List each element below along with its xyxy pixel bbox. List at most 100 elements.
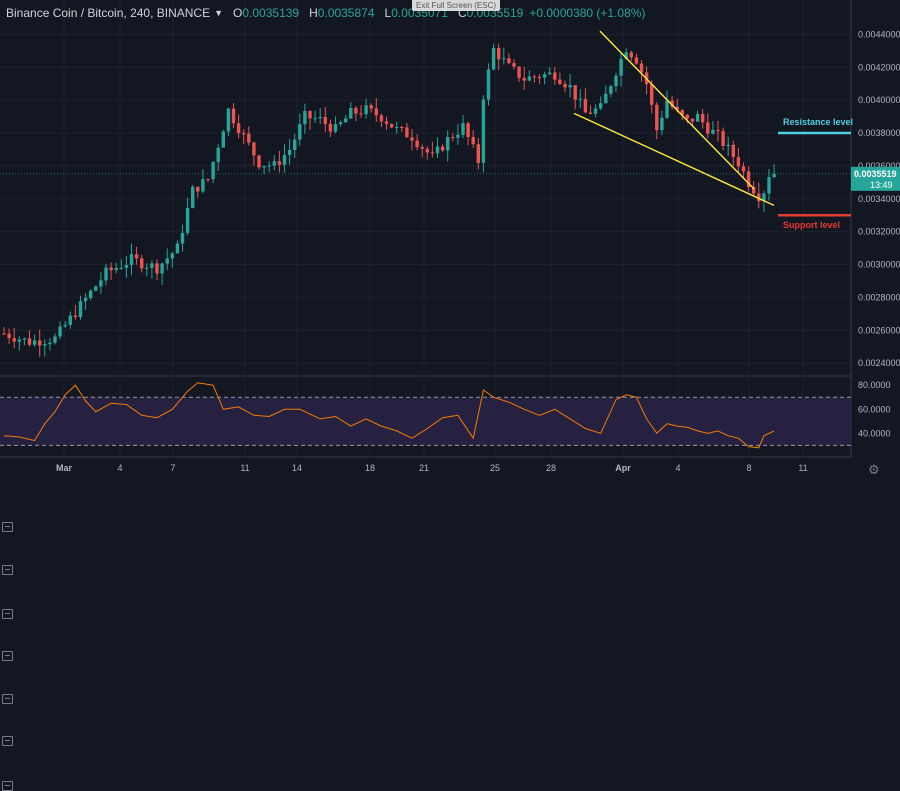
candle-body <box>53 336 57 343</box>
candle-body <box>134 254 139 259</box>
candle-body <box>497 47 501 60</box>
candle-body <box>83 297 88 302</box>
candle-body <box>512 63 516 67</box>
exit-fullscreen-button[interactable]: Exit Full Screen (ESC) <box>412 0 501 11</box>
x-tick-label: Apr <box>615 463 631 473</box>
candle-body <box>522 77 526 81</box>
candle-body <box>532 76 537 78</box>
candle-body <box>32 340 37 345</box>
resistance-label: Resistance level <box>783 117 853 127</box>
candle-body <box>476 144 480 163</box>
candle-body <box>196 186 200 192</box>
chart-tool-icon-7[interactable] <box>2 781 13 791</box>
chart-header: Binance Coin / Bitcoin, 240, BINANCE ▼ O… <box>6 4 645 22</box>
chart-tool-icon-6[interactable] <box>2 736 13 746</box>
open-label: O <box>233 6 243 20</box>
candle-body <box>104 267 108 281</box>
candle-body <box>129 254 134 265</box>
trendline-lower[interactable] <box>573 112 775 206</box>
candle-body <box>333 124 338 132</box>
candle-body <box>461 123 465 135</box>
candle-body <box>211 161 215 180</box>
candle-body <box>262 165 266 168</box>
close-label: C <box>457 6 467 20</box>
candle-body <box>369 105 373 109</box>
chart-tool-icon-5[interactable] <box>2 694 13 704</box>
trendline-upper[interactable] <box>599 30 755 190</box>
candle-body <box>206 179 210 181</box>
candle-body <box>553 72 557 80</box>
candle-body <box>507 58 511 64</box>
candle-body <box>527 76 531 81</box>
candle-body <box>17 339 21 342</box>
x-tick-label: 14 <box>292 463 302 473</box>
candle-body <box>685 114 690 119</box>
price-tick-label: 0.0040000 <box>858 95 900 105</box>
candle-body <box>236 123 241 134</box>
candle-body <box>374 108 378 116</box>
chart-tool-icon-2[interactable] <box>2 565 13 575</box>
candle-body <box>670 100 674 107</box>
caret-down-icon[interactable]: ▼ <box>214 8 224 18</box>
candle-body <box>293 139 297 150</box>
countdown-label: 13:49 <box>870 180 893 190</box>
candle-body <box>563 83 567 88</box>
price-chart[interactable]: 0.0024000 0.0026000 0.0028000 0.0030000 0.00… <box>0 0 900 481</box>
candle-body <box>578 98 582 100</box>
x-tick-label: 25 <box>490 463 500 473</box>
candle-body <box>430 152 435 154</box>
candle-body <box>695 114 700 122</box>
candle-body <box>726 144 730 147</box>
candle-body <box>471 136 475 145</box>
candle-body <box>542 74 547 78</box>
candle-body <box>267 165 271 167</box>
candle-body <box>379 115 384 122</box>
candle-body <box>757 193 761 202</box>
candle-body <box>548 72 552 75</box>
candle-body <box>364 105 368 115</box>
candle-body <box>593 108 598 114</box>
x-tick-label: 21 <box>419 463 429 473</box>
candle-body <box>400 126 404 128</box>
candle-body <box>599 103 603 109</box>
candle-body <box>568 85 572 88</box>
candle-body <box>440 146 445 151</box>
candle-body <box>221 131 225 148</box>
x-tick-label: 28 <box>546 463 556 473</box>
candle-body <box>180 232 185 244</box>
rsi-tick-label: 60.0000 <box>858 404 891 414</box>
candle-body <box>716 129 720 131</box>
candle-body <box>665 100 669 118</box>
candle-body <box>655 104 659 131</box>
candle-body <box>344 118 348 123</box>
chart-tool-icon-1[interactable] <box>2 522 13 532</box>
candle-body <box>456 134 460 138</box>
candle-body <box>247 133 251 143</box>
candle-body <box>170 253 174 259</box>
candle-body <box>706 122 710 134</box>
candle-body <box>675 106 679 111</box>
chart-tool-icon-3[interactable] <box>2 609 13 619</box>
candle-body <box>481 99 486 163</box>
candle-body <box>736 157 741 167</box>
price-tick-label: 0.0032000 <box>858 227 900 237</box>
chart-tool-icon-4[interactable] <box>2 651 13 661</box>
candle-body <box>231 108 236 124</box>
low-label: L <box>384 6 392 20</box>
candle-body <box>384 121 389 124</box>
x-tick-label: 11 <box>798 463 807 473</box>
symbol-title[interactable]: Binance Coin / Bitcoin, 240, BINANCE <box>6 6 211 20</box>
candle-body <box>491 47 496 70</box>
candle-body <box>119 267 123 269</box>
x-tick-label: 8 <box>746 463 751 473</box>
price-tick-label: 0.0026000 <box>858 325 900 335</box>
gear-icon[interactable]: ⚙ <box>868 462 880 477</box>
candle-body <box>191 186 195 208</box>
candle-body <box>537 77 542 79</box>
candle-body <box>451 137 455 139</box>
candle-body <box>746 171 751 188</box>
candle-body <box>609 86 613 94</box>
x-tick-label: Mar <box>56 463 73 473</box>
price-tick-label: 0.0030000 <box>858 260 900 270</box>
